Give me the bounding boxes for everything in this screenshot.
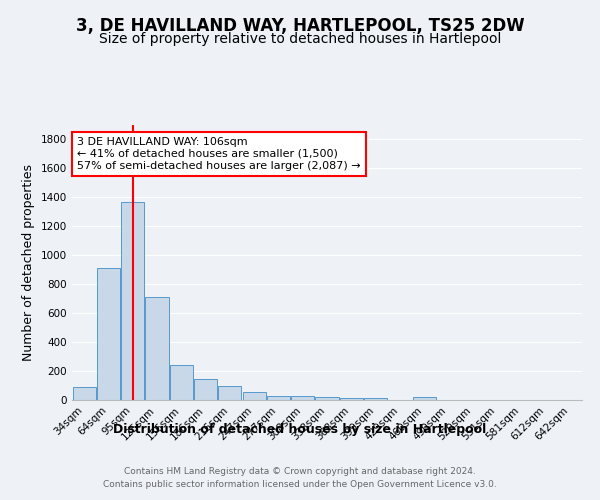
Text: 3 DE HAVILLAND WAY: 106sqm
← 41% of detached houses are smaller (1,500)
57% of s: 3 DE HAVILLAND WAY: 106sqm ← 41% of deta… [77, 138, 361, 170]
Bar [73, 387, 95, 400]
Bar [364, 398, 387, 400]
Text: 3, DE HAVILLAND WAY, HARTLEPOOL, TS25 2DW: 3, DE HAVILLAND WAY, HARTLEPOOL, TS25 2D… [76, 18, 524, 36]
Bar [340, 398, 363, 400]
Bar [316, 398, 338, 400]
Bar [97, 268, 120, 400]
Text: Distribution of detached houses by size in Hartlepool: Distribution of detached houses by size … [113, 422, 487, 436]
Bar [242, 392, 266, 400]
Bar [291, 396, 314, 400]
Bar [170, 364, 193, 400]
Bar [218, 386, 241, 400]
Text: Size of property relative to detached houses in Hartlepool: Size of property relative to detached ho… [99, 32, 501, 46]
Bar [121, 202, 144, 400]
Bar [413, 397, 436, 400]
Text: Contains HM Land Registry data © Crown copyright and database right 2024.: Contains HM Land Registry data © Crown c… [124, 468, 476, 476]
Text: Contains public sector information licensed under the Open Government Licence v3: Contains public sector information licen… [103, 480, 497, 489]
Bar [194, 379, 217, 400]
Y-axis label: Number of detached properties: Number of detached properties [22, 164, 35, 361]
Bar [267, 396, 290, 400]
Bar [145, 297, 169, 400]
